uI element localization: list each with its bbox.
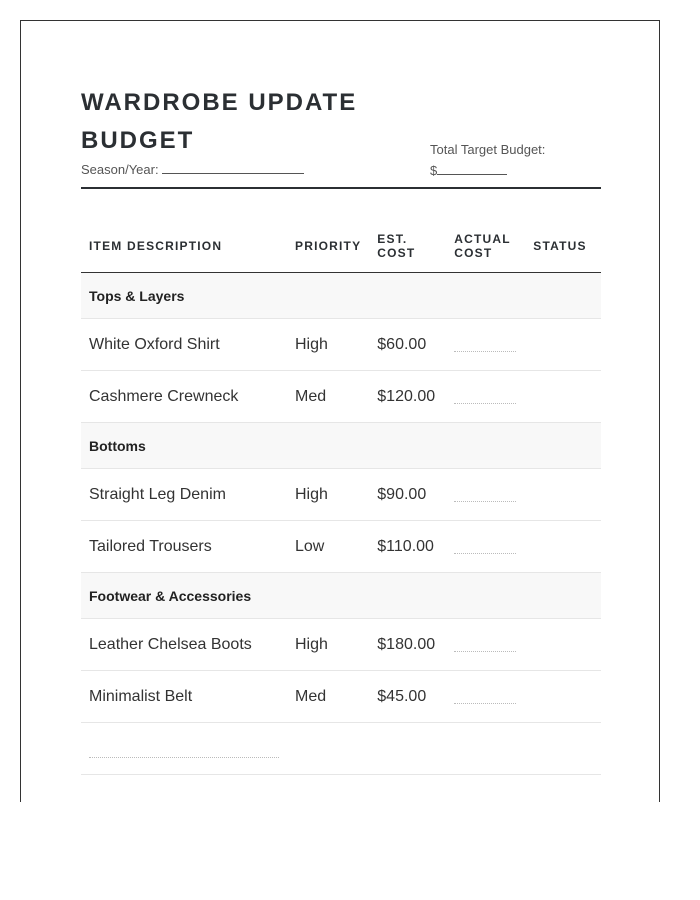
item-status[interactable]: [525, 618, 601, 671]
blank-item-entry[interactable]: [81, 722, 601, 775]
target-label: Total Target Budget:: [430, 142, 546, 157]
item-status[interactable]: [525, 370, 601, 423]
item-status[interactable]: [525, 670, 601, 723]
page-title: WARDROBE UPDATE BUDGET: [81, 89, 358, 154]
item-actual-cost[interactable]: [446, 618, 526, 671]
blank-row: [81, 722, 601, 775]
season-label: Season/Year:: [81, 162, 159, 177]
item-priority: High: [287, 618, 370, 671]
item-priority: Med: [287, 370, 370, 423]
item-description: Tailored Trousers: [81, 520, 287, 573]
table-row: White Oxford Shirt High $60.00: [81, 318, 601, 371]
actual-cost-blank[interactable]: [454, 650, 517, 652]
item-est-cost: $45.00: [369, 670, 447, 723]
item-actual-cost[interactable]: [446, 520, 526, 573]
table-row: Leather Chelsea Boots High $180.00: [81, 618, 601, 671]
col-description: ITEM DESCRIPTION: [81, 220, 287, 273]
actual-cost-blank[interactable]: [454, 500, 517, 502]
table-row: Minimalist Belt Med $45.00: [81, 670, 601, 723]
section-row: Tops & Layers: [81, 272, 601, 319]
blank-description-line[interactable]: [89, 756, 279, 758]
item-est-cost: $90.00: [369, 468, 447, 521]
actual-cost-blank[interactable]: [454, 702, 517, 704]
col-est-cost: EST. COST: [369, 220, 447, 273]
actual-cost-blank[interactable]: [454, 552, 517, 554]
item-actual-cost[interactable]: [446, 468, 526, 521]
actual-cost-blank[interactable]: [454, 350, 517, 352]
header-divider: [81, 187, 601, 189]
item-est-cost: $60.00: [369, 318, 447, 371]
col-actual-cost: ACTUAL COST: [446, 220, 526, 273]
item-actual-cost[interactable]: [446, 370, 526, 423]
table-row: Cashmere Crewneck Med $120.00: [81, 370, 601, 423]
target-prefix: $: [430, 163, 438, 178]
item-actual-cost[interactable]: [446, 318, 526, 371]
item-priority: High: [287, 318, 370, 371]
item-description: Straight Leg Denim: [81, 468, 287, 521]
item-description: Cashmere Crewneck: [81, 370, 287, 423]
table-row: Straight Leg Denim High $90.00: [81, 468, 601, 521]
section-title: Footwear & Accessories: [81, 572, 601, 619]
item-description: White Oxford Shirt: [81, 318, 287, 371]
item-est-cost: $110.00: [369, 520, 447, 573]
item-status[interactable]: [525, 468, 601, 521]
item-status[interactable]: [525, 318, 601, 371]
section-title: Bottoms: [81, 422, 601, 469]
col-status: STATUS: [525, 220, 601, 273]
target-blank[interactable]: [437, 161, 508, 175]
section-row: Bottoms: [81, 422, 601, 469]
col-priority: PRIORITY: [287, 220, 370, 273]
season-blank[interactable]: [162, 160, 305, 174]
item-est-cost: $120.00: [369, 370, 447, 423]
season-year-field: Season/Year:: [81, 160, 305, 177]
page-sheet: [20, 20, 660, 802]
item-actual-cost[interactable]: [446, 670, 526, 723]
table-row: Tailored Trousers Low $110.00: [81, 520, 601, 573]
item-status[interactable]: [525, 520, 601, 573]
item-priority: Low: [287, 520, 370, 573]
item-est-cost: $180.00: [369, 618, 447, 671]
item-priority: High: [287, 468, 370, 521]
section-row: Footwear & Accessories: [81, 572, 601, 619]
target-budget-field: Total Target Budget: $: [430, 139, 545, 181]
item-description: Minimalist Belt: [81, 670, 287, 723]
table-header-row: ITEM DESCRIPTION PRIORITY EST. COST ACTU…: [81, 220, 601, 273]
item-priority: Med: [287, 670, 370, 723]
budget-table: ITEM DESCRIPTION PRIORITY EST. COST ACTU…: [81, 220, 601, 775]
section-title: Tops & Layers: [81, 272, 601, 319]
actual-cost-blank[interactable]: [454, 402, 517, 404]
item-description: Leather Chelsea Boots: [81, 618, 287, 671]
